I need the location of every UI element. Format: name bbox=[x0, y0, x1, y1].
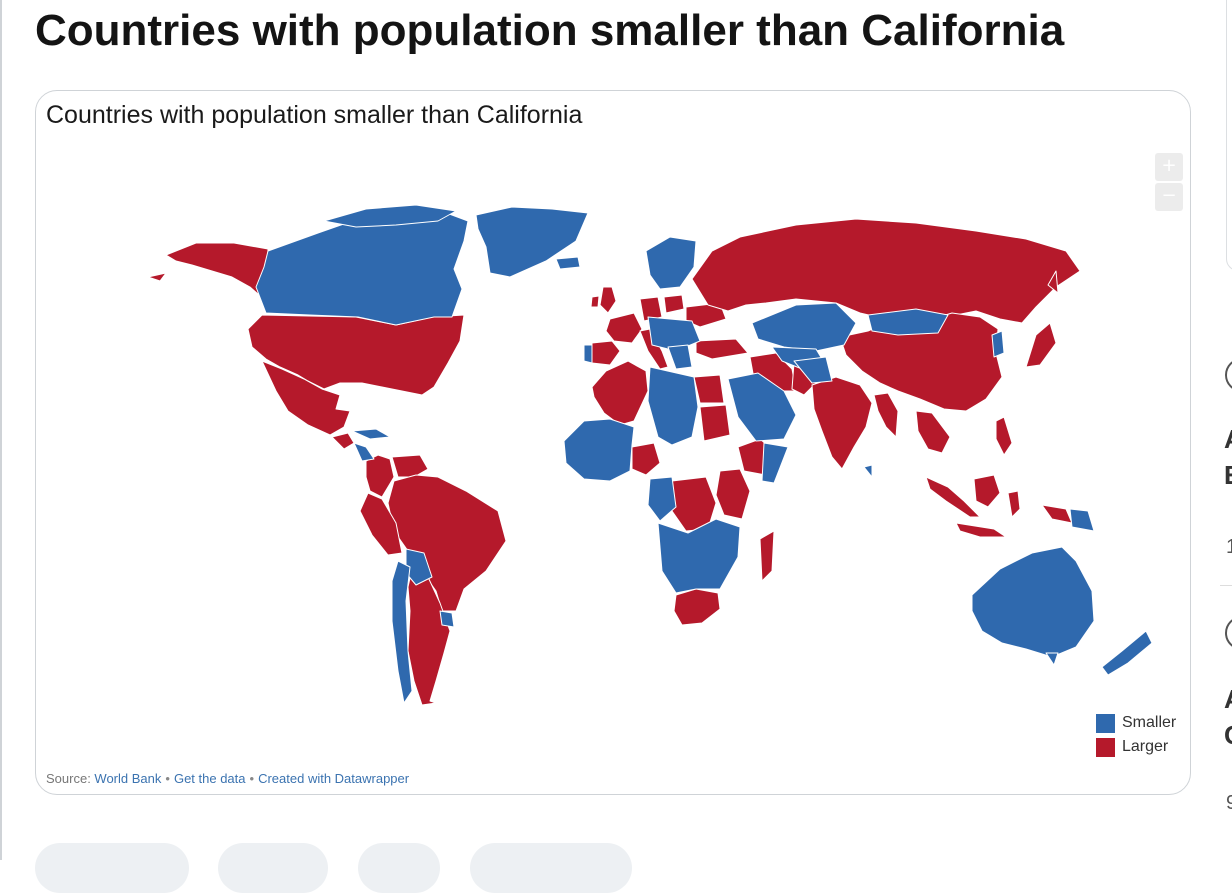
indonesia-west bbox=[925, 476, 981, 518]
mongolia bbox=[867, 308, 949, 336]
sakhalin bbox=[1047, 270, 1059, 294]
southern-africa bbox=[657, 518, 741, 594]
legend-item-larger: Larger bbox=[1096, 735, 1176, 759]
saudi-arabia bbox=[727, 372, 797, 442]
west-africa bbox=[563, 418, 635, 482]
sidebar-item-1-line-1[interactable]: A bbox=[1224, 424, 1232, 455]
zoom-out-button[interactable]: − bbox=[1155, 183, 1183, 211]
germany bbox=[639, 296, 663, 322]
morocco-algeria bbox=[591, 360, 649, 426]
separator-dot: • bbox=[249, 771, 255, 786]
legend-label-larger: Larger bbox=[1122, 738, 1169, 755]
new-zealand bbox=[1101, 630, 1153, 676]
central-america-south bbox=[353, 442, 375, 462]
malaysia-png bbox=[1069, 508, 1095, 532]
legend: Smaller Larger bbox=[1096, 711, 1176, 759]
indonesia-java bbox=[955, 522, 1007, 538]
kazakhstan bbox=[751, 302, 857, 352]
sidebar-item-1-meta: 1 bbox=[1226, 536, 1232, 558]
avatar-icon[interactable] bbox=[1225, 358, 1232, 392]
horn-of-africa bbox=[761, 442, 789, 484]
legend-item-smaller: Smaller bbox=[1096, 711, 1176, 735]
venezuela bbox=[391, 454, 429, 478]
egypt bbox=[693, 374, 725, 404]
chile bbox=[391, 560, 413, 704]
sidebar-divider bbox=[1220, 585, 1232, 586]
ireland bbox=[590, 295, 600, 308]
tasmania bbox=[1045, 652, 1059, 666]
norway-sweden-finland bbox=[645, 236, 697, 290]
legend-label-smaller: Smaller bbox=[1122, 714, 1177, 731]
mexico bbox=[261, 360, 351, 436]
india bbox=[811, 376, 873, 470]
sidebar-item-1-line-2[interactable]: E bbox=[1224, 460, 1232, 491]
spain bbox=[591, 340, 621, 366]
sidebar-panel bbox=[1226, 0, 1232, 271]
alaska bbox=[165, 242, 269, 302]
sidebar-item-2-line-1[interactable]: A bbox=[1224, 684, 1232, 715]
greenland bbox=[475, 206, 589, 278]
borneo bbox=[973, 474, 1001, 508]
argentina bbox=[407, 568, 451, 706]
turkey bbox=[695, 338, 749, 360]
action-pill[interactable] bbox=[358, 843, 440, 893]
south-africa bbox=[673, 588, 721, 626]
source-line: Source: World Bank • Get the data • Created … bbox=[46, 771, 409, 786]
sidebar-item-2-meta: 9 bbox=[1226, 792, 1232, 814]
left-border bbox=[0, 0, 2, 860]
source-link[interactable]: World Bank bbox=[94, 771, 162, 786]
poland bbox=[663, 294, 685, 314]
papua bbox=[1041, 504, 1073, 524]
iceland bbox=[555, 256, 581, 270]
sidebar-item-2-line-2[interactable]: C bbox=[1224, 720, 1232, 751]
arctic-islands bbox=[323, 204, 457, 228]
philippines bbox=[995, 416, 1013, 456]
sulawesi bbox=[1007, 490, 1021, 518]
uruguay bbox=[439, 610, 455, 628]
separator-dot: • bbox=[165, 771, 170, 786]
sri-lanka bbox=[863, 464, 873, 478]
legend-swatch-smaller bbox=[1096, 713, 1115, 733]
brazil bbox=[387, 474, 507, 612]
datawrapper-link[interactable]: Created with Datawrapper bbox=[258, 771, 410, 786]
colombia bbox=[365, 454, 395, 498]
tanzania-kenya bbox=[715, 468, 751, 520]
zoom-in-button[interactable]: + bbox=[1155, 153, 1183, 181]
map-card: Countries with population smaller than C… bbox=[35, 90, 1191, 795]
japan bbox=[1025, 322, 1057, 368]
nigeria bbox=[631, 442, 661, 476]
bangladesh-myanmar bbox=[873, 392, 899, 438]
balkans bbox=[667, 344, 693, 370]
central-america bbox=[331, 432, 355, 450]
legend-swatch-larger bbox=[1096, 737, 1115, 757]
sudan bbox=[699, 404, 731, 442]
aleutian-islands bbox=[147, 272, 167, 282]
action-pill[interactable] bbox=[35, 843, 189, 893]
avatar-icon[interactable] bbox=[1225, 616, 1232, 650]
action-pill[interactable] bbox=[218, 843, 328, 893]
portugal bbox=[583, 344, 593, 364]
russia bbox=[691, 218, 1081, 324]
right-sidebar: A E 1 A C 9 bbox=[1190, 0, 1232, 860]
cuba bbox=[351, 428, 391, 440]
world-map bbox=[147, 204, 1153, 706]
source-prefix: Source: bbox=[46, 771, 95, 786]
libya-chad bbox=[647, 366, 699, 446]
central-africa bbox=[647, 476, 677, 522]
action-pill[interactable] bbox=[470, 843, 632, 893]
page-title: Countries with population smaller than C… bbox=[35, 6, 1065, 55]
peru bbox=[359, 492, 403, 556]
uk bbox=[599, 286, 617, 314]
france bbox=[605, 312, 643, 344]
afghanistan bbox=[793, 356, 833, 384]
vietnam-thailand bbox=[915, 410, 951, 454]
madagascar bbox=[759, 530, 775, 582]
australia bbox=[971, 546, 1095, 658]
get-data-link[interactable]: Get the data bbox=[173, 771, 246, 786]
korea bbox=[991, 330, 1005, 358]
map-title: Countries with population smaller than C… bbox=[46, 101, 583, 129]
